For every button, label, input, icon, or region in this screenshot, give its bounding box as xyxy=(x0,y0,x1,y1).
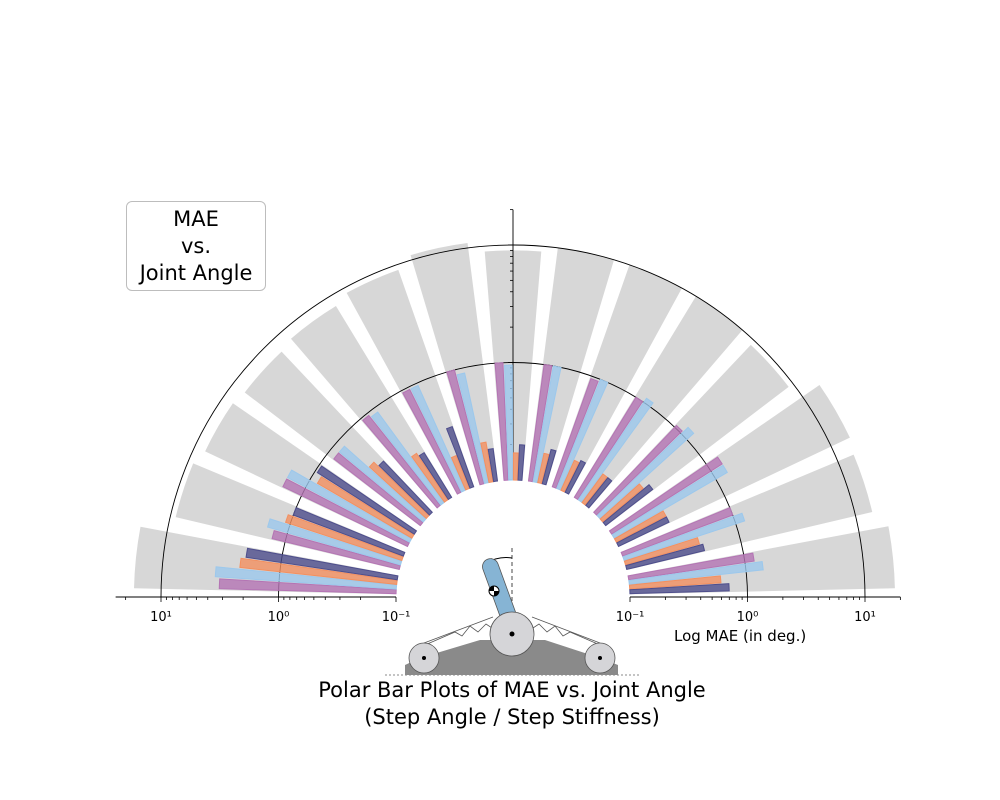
cable-left xyxy=(423,616,494,644)
x-tick-label-left: 10¹ xyxy=(150,610,172,625)
bar-navy xyxy=(418,451,453,501)
cable-right xyxy=(531,616,601,644)
bar-light-blue xyxy=(286,469,413,543)
bar-purple xyxy=(333,452,424,527)
bar-navy xyxy=(616,516,670,548)
x-tick-label-right: 10⁰ xyxy=(737,610,759,625)
bar-orange xyxy=(368,461,430,520)
bar-navy xyxy=(625,543,706,571)
gray-background-sector xyxy=(573,296,743,509)
bar-purple xyxy=(551,377,599,489)
base-platform xyxy=(405,640,618,675)
bar-orange xyxy=(628,575,722,590)
axis-title: Log MAE (in deg.) xyxy=(674,627,807,645)
bar-light-blue xyxy=(532,365,562,484)
bar-purple xyxy=(446,369,485,486)
bar-orange xyxy=(411,452,449,503)
bar-purple xyxy=(573,396,644,501)
plot-label-box: MAE vs. Joint Angle xyxy=(126,201,266,291)
right-pulley-axle xyxy=(598,656,602,660)
bar-orange xyxy=(560,459,580,493)
center-of-mass-quadrants xyxy=(489,586,499,596)
bar-light-blue xyxy=(622,512,746,562)
bar-light-blue xyxy=(596,426,695,520)
bar-orange xyxy=(537,452,550,485)
bar-light-blue xyxy=(338,445,427,523)
bar-navy xyxy=(378,460,433,516)
caption-line-2: (Step Angle / Step Stiffness) xyxy=(364,705,660,729)
bar-light-blue xyxy=(456,372,489,485)
bar-light-blue xyxy=(410,384,466,493)
caption-line-1: Polar Bar Plots of MAE vs. Joint Angle xyxy=(318,678,706,702)
bar-purple xyxy=(608,456,723,535)
x-tick-label-right: 10¹ xyxy=(854,610,876,625)
bar-orange xyxy=(450,454,471,491)
label-line-1: MAE xyxy=(173,206,219,231)
bar-navy xyxy=(585,476,613,509)
bar-orange xyxy=(239,557,398,585)
bar-light-blue xyxy=(503,364,514,481)
bar-purple xyxy=(218,578,397,595)
bar-navy xyxy=(602,484,654,527)
bar-navy xyxy=(316,465,418,535)
main-pulley-axle xyxy=(509,631,515,637)
bar-orange xyxy=(623,537,700,566)
bar-navy xyxy=(487,448,499,483)
bar-light-blue xyxy=(577,397,654,503)
bar-orange xyxy=(480,441,494,484)
bar-purple xyxy=(593,424,683,516)
label-line-2: vs. xyxy=(180,233,212,258)
bar-orange xyxy=(613,510,667,543)
gray-background-sector xyxy=(551,264,682,495)
bar-orange xyxy=(581,473,608,506)
joint-schematic-illustration xyxy=(385,548,640,676)
gray-background-sector xyxy=(527,247,615,485)
figure-caption: Polar Bar Plots of MAE vs. Joint Angle (… xyxy=(212,677,812,731)
bar-navy xyxy=(541,448,557,486)
bar-orange xyxy=(316,476,415,539)
bar-light-blue xyxy=(266,518,403,566)
gray-background-sector xyxy=(346,269,475,495)
bar-purple xyxy=(271,529,401,571)
bar-purple xyxy=(282,478,410,548)
bar-purple xyxy=(402,388,462,495)
bar-purple xyxy=(620,507,734,557)
bar-light-blue xyxy=(628,560,764,585)
left-pulley-axle xyxy=(422,656,426,660)
x-tick-label-left: 10⁻¹ xyxy=(382,610,411,625)
bar-orange xyxy=(512,452,519,481)
bar-orange xyxy=(284,514,404,562)
gray-background-sector xyxy=(244,351,433,527)
bar-light-blue xyxy=(611,464,728,539)
bar-purple xyxy=(494,362,509,481)
bar-navy xyxy=(445,425,475,489)
bar-light-blue xyxy=(555,378,609,491)
label-line-3: Joint Angle xyxy=(139,260,253,285)
bar-light-blue xyxy=(370,411,445,506)
bar-light-blue xyxy=(214,566,398,590)
x-tick-label-right: 10⁻¹ xyxy=(616,610,645,625)
bar-navy xyxy=(245,547,399,581)
bar-purple xyxy=(527,364,553,483)
bar-orange xyxy=(599,483,644,523)
bar-navy xyxy=(292,507,406,557)
bar-purple xyxy=(362,414,441,509)
bar-navy xyxy=(629,583,730,595)
bar-purple xyxy=(627,552,755,581)
bar-navy xyxy=(564,459,587,495)
bar-navy xyxy=(517,444,526,481)
x-tick-label-left: 10⁰ xyxy=(268,610,290,625)
